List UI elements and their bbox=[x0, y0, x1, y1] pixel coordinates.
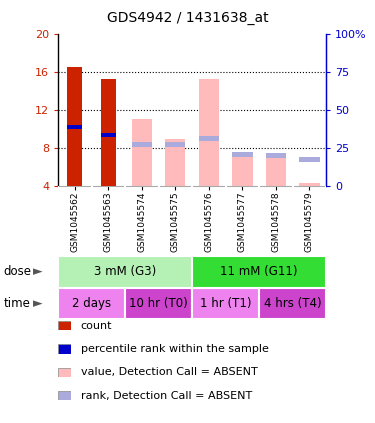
Text: 3 mM (G3): 3 mM (G3) bbox=[94, 265, 156, 278]
Bar bbox=[125, 288, 192, 319]
Text: GDS4942 / 1431638_at: GDS4942 / 1431638_at bbox=[106, 11, 268, 25]
Bar bbox=[199, 136, 219, 141]
Bar bbox=[232, 152, 252, 157]
Text: GSM1045563: GSM1045563 bbox=[104, 192, 113, 253]
Bar bbox=[199, 79, 219, 186]
Bar bbox=[259, 288, 326, 319]
Bar bbox=[165, 138, 186, 186]
Text: value, Detection Call = ABSENT: value, Detection Call = ABSENT bbox=[81, 367, 257, 377]
Bar bbox=[68, 125, 82, 129]
Bar bbox=[68, 67, 82, 186]
Bar bbox=[192, 256, 326, 288]
Bar bbox=[132, 119, 152, 186]
Bar bbox=[58, 288, 125, 319]
Text: GSM1045576: GSM1045576 bbox=[204, 192, 213, 253]
Text: ►: ► bbox=[33, 297, 42, 310]
Bar bbox=[299, 157, 320, 162]
Bar bbox=[266, 153, 286, 158]
Text: time: time bbox=[4, 297, 31, 310]
Text: dose: dose bbox=[4, 265, 32, 278]
Text: GSM1045575: GSM1045575 bbox=[171, 192, 180, 253]
Text: GSM1045562: GSM1045562 bbox=[70, 192, 80, 252]
Bar bbox=[101, 79, 116, 186]
Bar bbox=[232, 156, 252, 186]
Bar bbox=[132, 142, 152, 147]
Bar bbox=[58, 256, 192, 288]
Text: 1 hr (T1): 1 hr (T1) bbox=[200, 297, 252, 310]
Bar bbox=[192, 288, 259, 319]
Text: count: count bbox=[81, 321, 112, 331]
Text: GSM1045574: GSM1045574 bbox=[137, 192, 146, 252]
Text: 11 mM (G11): 11 mM (G11) bbox=[220, 265, 298, 278]
Text: percentile rank within the sample: percentile rank within the sample bbox=[81, 344, 268, 354]
Bar bbox=[266, 157, 286, 186]
Text: 4 hrs (T4): 4 hrs (T4) bbox=[264, 297, 321, 310]
Text: GSM1045579: GSM1045579 bbox=[305, 192, 314, 253]
Bar bbox=[165, 142, 186, 147]
Bar bbox=[299, 183, 320, 186]
Text: GSM1045578: GSM1045578 bbox=[272, 192, 280, 253]
Text: rank, Detection Call = ABSENT: rank, Detection Call = ABSENT bbox=[81, 390, 252, 401]
Text: ►: ► bbox=[33, 265, 42, 278]
Text: GSM1045577: GSM1045577 bbox=[238, 192, 247, 253]
Bar bbox=[101, 133, 116, 137]
Text: 10 hr (T0): 10 hr (T0) bbox=[129, 297, 188, 310]
Text: 2 days: 2 days bbox=[72, 297, 111, 310]
